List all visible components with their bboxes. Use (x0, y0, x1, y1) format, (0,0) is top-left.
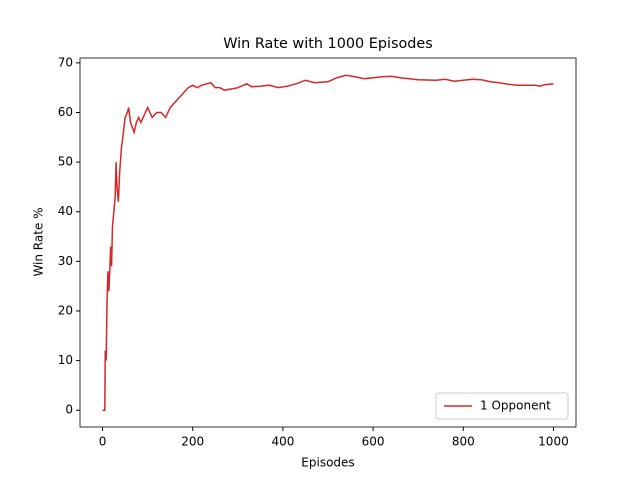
plot-frame (79, 57, 577, 428)
legend-box (435, 392, 569, 420)
y-tick-label: 0 (65, 403, 73, 417)
y-axis-label: Win Rate % (32, 207, 46, 276)
x-tick-label: 600 (362, 435, 385, 449)
x-tick-label: 800 (452, 435, 475, 449)
x-tick-label: 200 (181, 435, 204, 449)
x-tick-label: 1000 (538, 435, 569, 449)
y-tick-label: 50 (58, 155, 73, 169)
y-tick-label: 60 (58, 105, 73, 119)
y-tick-label: 20 (58, 303, 73, 317)
y-tick-label: 30 (58, 254, 73, 268)
legend-label: 1 Opponent (480, 399, 551, 413)
x-axis-label: Episodes (301, 456, 354, 470)
x-tick-label: 0 (99, 435, 107, 449)
y-tick-label: 70 (58, 55, 73, 69)
chart-title: Win Rate with 1000 Episodes (223, 36, 433, 52)
data-line (102, 74, 554, 411)
x-tick-label: 400 (271, 435, 294, 449)
y-tick-label: 40 (58, 204, 73, 218)
y-tick-label: 10 (58, 353, 73, 367)
